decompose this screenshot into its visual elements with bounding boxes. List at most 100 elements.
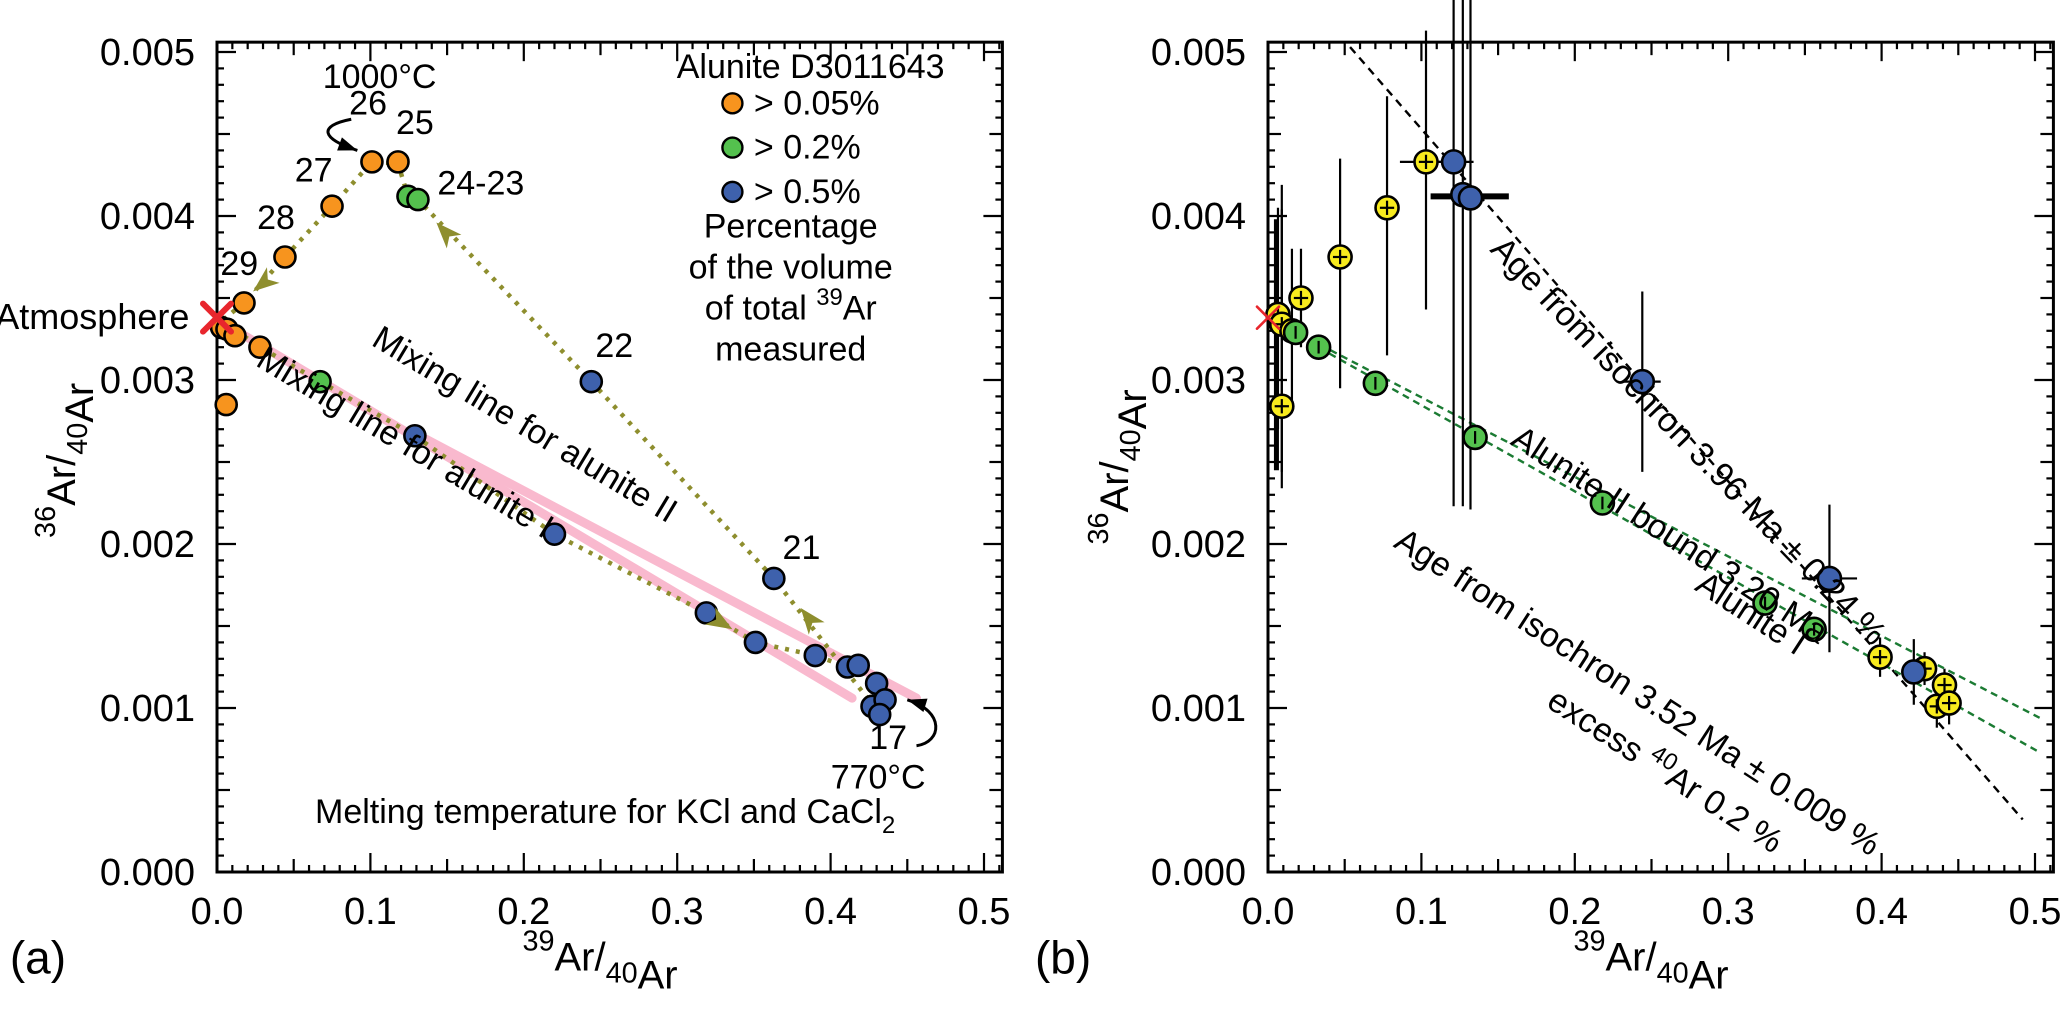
data-point-blue — [1457, 185, 1484, 211]
legend-note-line: of the volume — [689, 248, 893, 286]
annotation-label: (b) — [1035, 932, 1091, 984]
data-point-blue — [1816, 565, 1843, 592]
label-segment: Ar/ — [1093, 460, 1137, 512]
data-point-orange — [273, 245, 297, 269]
tick-labels: 0.0 0.1 0.2 0.3 0.4 0.5 0.000 0.001 0.002 0.003 0.… — [1151, 32, 2062, 933]
atmosphere-x-marker — [200, 300, 234, 335]
data-point-blue — [846, 653, 871, 678]
y-tick-label: 0.004 — [100, 196, 195, 238]
label-segment: Melting temperature for KCl and CaCl — [315, 793, 882, 831]
data-point-blue — [867, 702, 892, 727]
data-point-green — [308, 369, 332, 394]
data-point-orange — [360, 150, 384, 174]
annotation-label: 1000°C — [323, 58, 437, 96]
x-tick-label: 0.3 — [651, 891, 704, 933]
x-tick-label: 0.0 — [191, 891, 244, 933]
data-point-blue — [1629, 368, 1656, 395]
y-tick-label: 0.003 — [100, 360, 195, 402]
annotation-label: 24-23 — [437, 165, 524, 203]
data-point-orange — [232, 291, 256, 315]
label-segment: Ar — [58, 383, 102, 423]
annotation-rich-label: 36Ar/40Ar — [1083, 389, 1155, 544]
data-point-blue — [403, 423, 427, 448]
x-stroke — [1255, 305, 1281, 330]
label-segment: Ar — [638, 953, 678, 997]
legend-entry-label: > 0.5% — [754, 173, 861, 211]
x-tick-label: 0.1 — [344, 891, 397, 933]
panel-a-isochron-chart: 0.0 0.1 0.2 0.3 0.4 0.5 0.000 0.001 0.002 0.003 0.… — [0, 32, 1011, 997]
annotation-label: 27 — [295, 152, 333, 190]
data-point-blue — [1901, 659, 1927, 685]
label-segment: Ar/ — [40, 454, 84, 506]
data-point-blue — [743, 630, 768, 655]
data-point-orange — [214, 392, 239, 417]
step-direction-arrow-icon — [800, 607, 825, 635]
label-segment: Ar/ — [554, 935, 606, 979]
label-segment: Ar — [1689, 953, 1729, 997]
label-segment: of total — [705, 289, 817, 327]
data-point-orange — [320, 194, 344, 218]
y-tick-label: 0.001 — [100, 688, 195, 730]
annotation-label: (a) — [10, 932, 66, 984]
axis-ticks — [215, 42, 1003, 874]
label-segment: 2 — [882, 812, 895, 839]
annotation-rich-label: 39Ar/40Ar — [522, 925, 677, 997]
panel-b-isochron-chart: 0.0 0.1 0.2 0.3 0.4 0.5 0.000 0.001 0.002 0.003 0.… — [1035, 0, 2062, 997]
annotation-label: 25 — [396, 104, 434, 142]
data-point-blue — [1440, 149, 1467, 175]
y-tick-label: 0.002 — [100, 524, 195, 566]
annotation-label: 21 — [783, 529, 821, 567]
x-tick-label: 0.4 — [1855, 891, 1908, 933]
data-point-blue — [762, 566, 786, 591]
annotation-rich-label: 36Ar/40Ar — [30, 383, 102, 538]
label-segment: Ar — [1111, 389, 1155, 429]
label-segment: 39 — [1573, 925, 1605, 957]
label-segment: 40 — [1115, 429, 1147, 461]
y-tick-label: 0.000 — [1151, 852, 1246, 894]
axis-ticks — [1266, 42, 2054, 874]
x-tick-label: 0.3 — [1702, 891, 1755, 933]
annotation-label: 26 — [349, 84, 387, 122]
x-tick-label: 0.5 — [958, 891, 1011, 933]
data-point-green — [406, 187, 430, 212]
y-tick-label: 0.000 — [100, 852, 195, 894]
y-tick-label: 0.005 — [100, 32, 195, 74]
data-point-blue — [579, 369, 604, 394]
x-tick-label: 0.2 — [1548, 891, 1601, 933]
step-direction-arrow-icon — [704, 607, 733, 630]
label-segment: 40 — [606, 957, 638, 989]
y-tick-label: 0.002 — [1151, 524, 1246, 566]
plot-border — [215, 40, 1004, 874]
legend-note-line: of total 39Ar — [705, 284, 877, 327]
legend-swatch-blue — [721, 180, 744, 204]
annotation-label: 29 — [220, 245, 258, 283]
label-segment: 40 — [62, 423, 94, 455]
x-tick-label: 0.5 — [2009, 891, 2062, 933]
legend: Alunite D3011643> 0.05% > 0.2% > 0.5%Perce… — [677, 48, 945, 368]
annotation-label: 770°C — [831, 758, 926, 796]
y-tick-label: 0.001 — [1151, 688, 1246, 730]
data-points — [1265, 149, 1962, 720]
pointer-arrowhead-icon — [907, 698, 928, 713]
data-point-orange — [248, 335, 272, 360]
y-tick-label: 0.004 — [1151, 196, 1246, 238]
legend-entry-label: > 0.05% — [754, 84, 880, 122]
label-segment: Ar — [843, 289, 877, 327]
x-tick-label: 0.2 — [497, 891, 550, 933]
annotation-label: Atmosphere — [0, 296, 189, 337]
legend-entry-label: > 0.2% — [754, 129, 861, 167]
annotation-rich-label: Melting temperature for KCl and CaCl2 — [315, 793, 895, 839]
y-tick-label: 0.003 — [1151, 360, 1246, 402]
x-stroke — [200, 300, 234, 335]
y-tick-label: 0.005 — [1151, 32, 1246, 74]
annotation-label: 28 — [257, 199, 295, 237]
plot-border — [1266, 40, 2055, 874]
axis-frame — [215, 40, 1004, 874]
label-segment: Ar/ — [1605, 935, 1657, 979]
label-segment: 36 — [1083, 512, 1115, 544]
legend-swatch-green — [721, 136, 744, 159]
step-direction-arrow-icon — [253, 267, 280, 292]
atmosphere-x-marker — [1255, 305, 1281, 330]
legend-swatch-orange — [721, 92, 744, 115]
